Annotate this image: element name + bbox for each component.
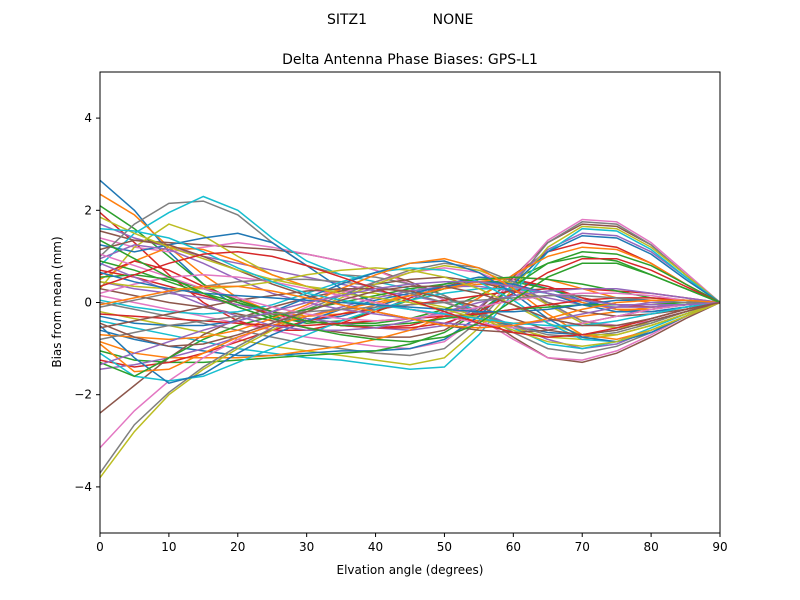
series-line <box>99 216 721 348</box>
x-tick-label: 10 <box>161 540 176 554</box>
y-tick-label: −4 <box>74 480 92 494</box>
y-tick-label: 4 <box>84 111 92 125</box>
y-axis: −4 −2 0 2 4 <box>74 111 100 494</box>
series-line <box>99 285 721 348</box>
x-tick-label: 20 <box>230 540 245 554</box>
series-line <box>99 262 721 331</box>
series-line <box>99 230 721 364</box>
x-tick-label: 60 <box>506 540 521 554</box>
x-tick-label: 80 <box>643 540 658 554</box>
series-line <box>99 227 721 327</box>
series-line <box>99 281 721 366</box>
series-line <box>99 227 721 371</box>
y-tick-label: 0 <box>84 296 92 310</box>
x-tick-label: 0 <box>96 540 104 554</box>
suptitle-right: NONE <box>433 12 474 28</box>
chart-title: Delta Antenna Phase Biases: GPS-L1 <box>282 52 538 68</box>
series-line <box>99 234 721 357</box>
series-lines <box>99 179 721 479</box>
series-line <box>99 257 721 341</box>
x-tick-label: 50 <box>437 540 452 554</box>
x-tick-label: 30 <box>299 540 314 554</box>
series-line <box>99 251 721 364</box>
series-line <box>99 241 721 329</box>
series-line <box>99 225 721 366</box>
series-line <box>99 251 721 338</box>
suptitle-left: SITZ1 <box>327 12 367 28</box>
x-axis: 0 10 20 30 40 50 60 70 80 90 <box>96 533 728 554</box>
y-axis-label: Bias from mean (mm) <box>50 236 64 367</box>
x-tick-label: 40 <box>368 540 383 554</box>
series-line <box>99 221 721 357</box>
x-tick-label: 90 <box>712 540 727 554</box>
y-tick-label: −2 <box>74 388 92 402</box>
series-line <box>99 285 721 329</box>
series-line <box>99 239 721 343</box>
series-line <box>99 287 721 336</box>
series-line <box>99 294 720 341</box>
series-line <box>99 276 721 378</box>
y-tick-label: 2 <box>84 203 92 217</box>
x-tick-label: 70 <box>575 540 590 554</box>
x-axis-label: Elvation angle (degrees) <box>337 563 484 577</box>
